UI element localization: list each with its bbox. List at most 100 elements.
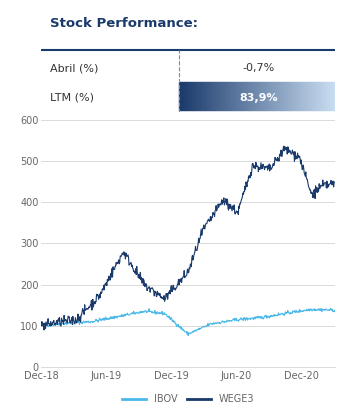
Bar: [314, 82, 316, 110]
Bar: [244, 82, 245, 110]
Bar: [189, 82, 190, 110]
Bar: [223, 82, 225, 110]
Legend: IBOV, WEGE3: IBOV, WEGE3: [118, 390, 258, 408]
Bar: [248, 82, 250, 110]
Bar: [193, 82, 195, 110]
Bar: [319, 82, 321, 110]
Bar: [192, 82, 193, 110]
Bar: [226, 82, 228, 110]
Bar: [280, 82, 281, 110]
Bar: [292, 82, 294, 110]
Text: Abril (%): Abril (%): [50, 63, 99, 73]
Bar: [245, 82, 247, 110]
Bar: [253, 82, 255, 110]
Bar: [281, 82, 283, 110]
Bar: [278, 82, 280, 110]
Text: Stock Performance:: Stock Performance:: [50, 18, 198, 30]
Bar: [209, 82, 211, 110]
Bar: [229, 82, 231, 110]
Bar: [233, 82, 234, 110]
Bar: [200, 82, 201, 110]
Bar: [308, 82, 309, 110]
Bar: [321, 82, 322, 110]
Bar: [297, 82, 298, 110]
Bar: [197, 82, 198, 110]
Bar: [207, 82, 209, 110]
Bar: [255, 82, 256, 110]
Bar: [250, 82, 252, 110]
Bar: [237, 82, 239, 110]
Bar: [287, 82, 289, 110]
Bar: [306, 82, 308, 110]
Bar: [263, 82, 264, 110]
Bar: [303, 82, 305, 110]
Bar: [302, 82, 303, 110]
Bar: [220, 82, 221, 110]
Bar: [215, 82, 217, 110]
Bar: [204, 82, 206, 110]
Bar: [294, 82, 295, 110]
Bar: [309, 82, 311, 110]
Bar: [270, 82, 272, 110]
Bar: [286, 82, 287, 110]
Bar: [183, 82, 184, 110]
Bar: [259, 82, 261, 110]
Bar: [256, 82, 258, 110]
Bar: [252, 82, 253, 110]
Bar: [190, 82, 192, 110]
Bar: [325, 82, 327, 110]
Bar: [218, 82, 220, 110]
Bar: [179, 82, 181, 110]
Bar: [284, 82, 286, 110]
Bar: [274, 82, 275, 110]
Bar: [291, 82, 292, 110]
Bar: [305, 82, 306, 110]
Bar: [203, 82, 204, 110]
Bar: [261, 82, 263, 110]
Bar: [275, 82, 277, 110]
Text: -0,7%: -0,7%: [242, 63, 275, 73]
Bar: [198, 82, 200, 110]
Bar: [214, 82, 215, 110]
Bar: [236, 82, 237, 110]
Bar: [247, 82, 248, 110]
Bar: [327, 82, 328, 110]
Bar: [333, 82, 335, 110]
Bar: [298, 82, 300, 110]
Bar: [330, 82, 332, 110]
Bar: [277, 82, 278, 110]
Bar: [266, 82, 267, 110]
Bar: [289, 82, 291, 110]
Bar: [212, 82, 214, 110]
Bar: [181, 82, 183, 110]
Bar: [228, 82, 229, 110]
Bar: [317, 82, 319, 110]
Bar: [240, 82, 242, 110]
Bar: [221, 82, 223, 110]
Bar: [311, 82, 313, 110]
Bar: [283, 82, 284, 110]
Bar: [269, 82, 270, 110]
Bar: [186, 82, 187, 110]
Bar: [201, 82, 203, 110]
Bar: [328, 82, 330, 110]
Bar: [217, 82, 218, 110]
Bar: [187, 82, 189, 110]
Bar: [332, 82, 333, 110]
Bar: [211, 82, 212, 110]
Bar: [264, 82, 266, 110]
Bar: [322, 82, 324, 110]
Bar: [295, 82, 297, 110]
Bar: [234, 82, 236, 110]
Bar: [313, 82, 314, 110]
Bar: [225, 82, 226, 110]
Bar: [239, 82, 240, 110]
Bar: [184, 82, 186, 110]
Bar: [231, 82, 233, 110]
Bar: [258, 82, 259, 110]
Bar: [316, 82, 317, 110]
Bar: [195, 82, 197, 110]
Bar: [324, 82, 325, 110]
Bar: [206, 82, 207, 110]
Bar: [242, 82, 244, 110]
